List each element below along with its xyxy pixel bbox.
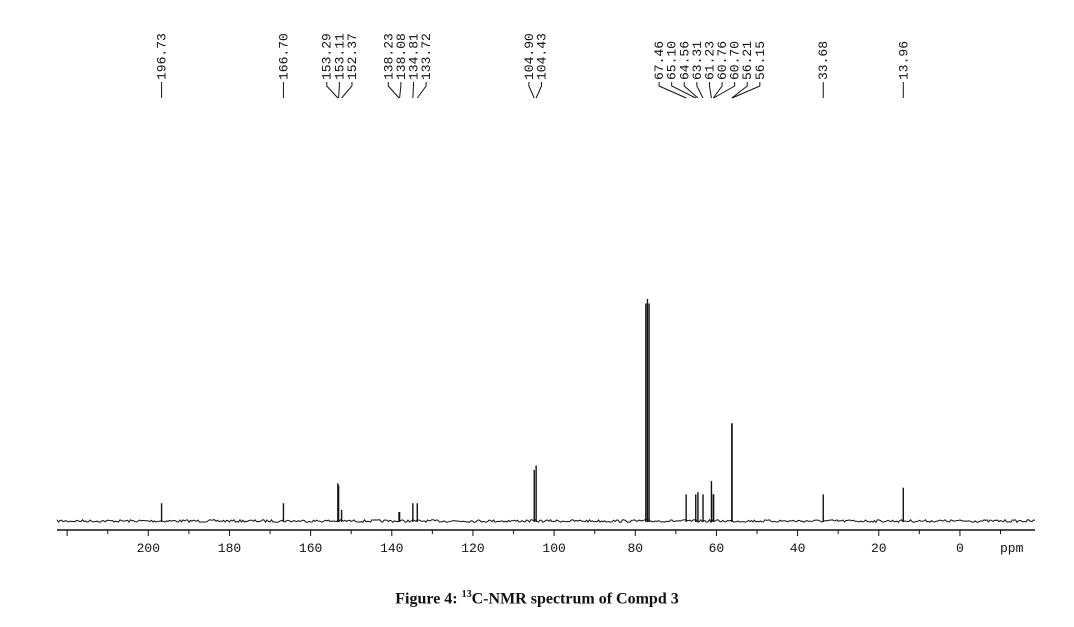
peak-shift-label: 153.11 [332,33,347,80]
baseline-noise [56,518,1036,524]
x-axis-unit-label: ppm [1000,541,1024,556]
peak-shift-label: 61.23 [702,41,717,80]
x-axis-tick-label: 100 [542,541,565,556]
peak-shift-label: 133.72 [419,33,434,80]
peak-label-connector [713,82,736,99]
peak-shift-label: 56.21 [740,41,755,80]
peak-label-connector [412,82,414,99]
peak-shift-label: 153.29 [320,33,335,80]
peak-shift-label: 152.37 [345,33,360,80]
peak-shift-label: 104.90 [522,33,537,80]
peak-shift-label: 104.43 [534,33,549,80]
nmr-spectrum-chart: 200 180 160 140 120 100 80 60 40 20 0 ppm 196.73 16… [56,33,1036,556]
peak-shift-label: 65.10 [665,41,680,80]
peak-label-connector [671,82,696,99]
peak-shift-label: 63.31 [690,41,705,80]
peak-shift-label: 64.56 [677,41,692,80]
x-axis-tick-label: 180 [218,541,241,556]
x-axis-tick-label: 80 [627,541,643,556]
peak-label-connector [731,82,761,99]
baseline-noise-trace [56,518,1036,524]
x-axis-tick-label: 60 [709,541,725,556]
x-axis-tick-label: 20 [871,541,887,556]
peak-label-connector [341,82,353,99]
peak-shift-label: 196.73 [155,33,170,80]
peak-label-connector [399,82,402,99]
caption-rest: C-NMR spectrum of Compd 3 [471,590,679,608]
peak-label-connector [535,82,542,99]
peak-shift-label: 60.76 [715,41,730,80]
peak-shift-label: 138.08 [394,33,409,80]
peak-label-connector [712,82,723,99]
peak-label-connector [326,82,339,99]
peak-shift-label: 67.46 [652,41,667,80]
caption-prefix: Figure 4: [395,590,462,608]
peak-label-connector [696,82,704,99]
x-axis-tick-label: 200 [137,541,160,556]
x-axis-tick-label: 140 [380,541,403,556]
peak-label-connector [731,82,748,99]
x-axis-tick-label: 120 [461,541,484,556]
figure-caption: Figure 4: 13C-NMR spectrum of Compd 3 [0,589,1074,608]
peak-shift-label: 13.96 [896,41,911,80]
peak-label-connector [528,82,535,99]
peak-label-connector [338,82,340,99]
peak-label-connector [658,82,687,99]
x-axis-tick-labels: 200 180 160 140 120 100 80 60 40 20 0 [137,541,964,556]
x-axis-tick-label: 160 [299,541,322,556]
peak-label-connector [708,82,712,99]
x-axis-tick-label: 0 [956,541,964,556]
peak-label-connector [416,82,427,99]
peak-shift-label: 56.15 [753,41,768,80]
x-axis-ticks [66,530,1002,536]
peak-shift-label: 33.68 [816,41,831,80]
peak-label-connectors [161,82,904,99]
peak-label-connector [683,82,699,99]
peak-shift-label: 138.23 [381,33,396,80]
peak-shift-label: 166.70 [276,33,291,80]
x-axis-tick-label: 40 [790,541,806,556]
peak-label-connector [387,82,400,99]
peak-shift-label: 60.70 [728,41,743,80]
caption-isotope: 13 [461,589,472,600]
spectrum-peaks [160,299,904,522]
peak-shift-label: 134.81 [406,33,421,80]
